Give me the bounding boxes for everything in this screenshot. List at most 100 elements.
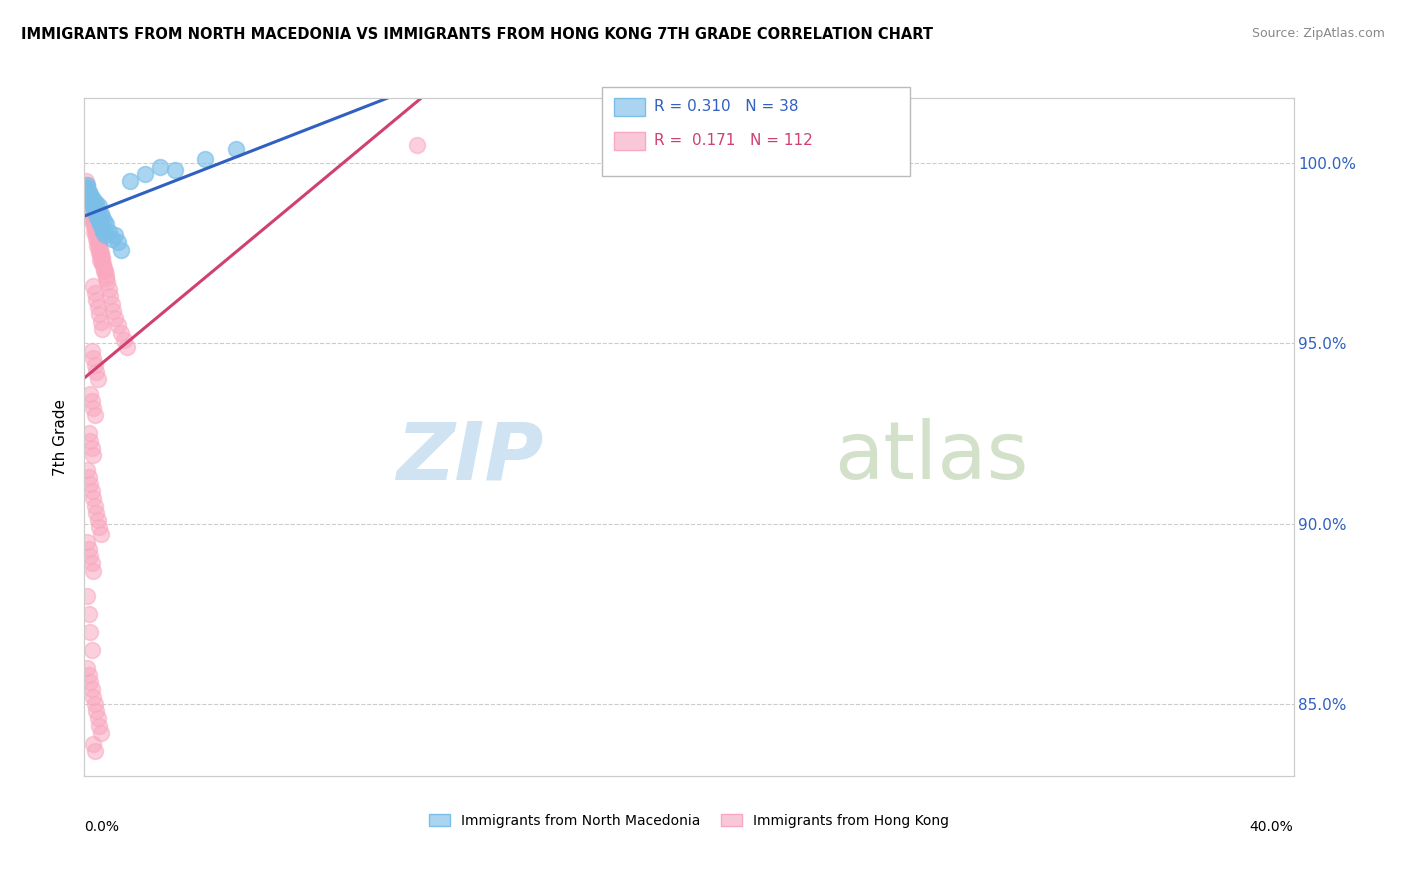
Point xyxy=(77,188,100,202)
Point xyxy=(84,217,107,231)
Point xyxy=(91,253,114,268)
Point xyxy=(89,520,111,534)
Point xyxy=(165,163,187,178)
Point xyxy=(76,589,98,603)
Point xyxy=(84,358,107,372)
Point xyxy=(90,206,112,220)
Point xyxy=(80,484,103,499)
Point xyxy=(115,340,138,354)
Point xyxy=(96,275,118,289)
Text: ZIP: ZIP xyxy=(396,418,544,497)
Point xyxy=(80,394,103,409)
Point xyxy=(84,744,107,758)
Point xyxy=(101,304,124,318)
Point xyxy=(91,210,114,224)
Point xyxy=(82,491,104,506)
Point xyxy=(89,718,111,732)
Point xyxy=(94,268,117,282)
Point xyxy=(104,228,127,243)
Point xyxy=(107,235,129,250)
Point xyxy=(89,253,111,268)
Point xyxy=(77,426,100,441)
Point xyxy=(90,250,112,264)
Point xyxy=(80,643,103,657)
Point xyxy=(77,192,100,206)
Point xyxy=(110,326,132,340)
Point xyxy=(76,534,98,549)
Point xyxy=(86,195,108,210)
Point xyxy=(77,607,100,621)
Point xyxy=(87,213,110,227)
Point xyxy=(87,300,110,314)
Point xyxy=(79,192,101,206)
Point xyxy=(82,401,104,416)
Point xyxy=(87,235,110,250)
Point xyxy=(77,185,100,199)
Point xyxy=(76,181,98,195)
Point xyxy=(86,228,108,243)
Point xyxy=(100,232,122,246)
Point xyxy=(76,661,98,675)
Point xyxy=(94,228,117,243)
Point xyxy=(82,210,104,224)
Point xyxy=(112,333,135,347)
Point xyxy=(87,246,110,260)
Point xyxy=(84,221,107,235)
Point xyxy=(90,527,112,541)
Point xyxy=(79,675,101,690)
Point xyxy=(83,225,105,239)
Point xyxy=(82,448,104,462)
Point xyxy=(79,477,101,491)
Point xyxy=(84,499,107,513)
Point xyxy=(91,257,114,271)
Point xyxy=(90,221,112,235)
Point xyxy=(82,199,104,213)
Text: 40.0%: 40.0% xyxy=(1250,820,1294,834)
Y-axis label: 7th Grade: 7th Grade xyxy=(53,399,69,475)
Legend: Immigrants from North Macedonia, Immigrants from Hong Kong: Immigrants from North Macedonia, Immigra… xyxy=(423,808,955,833)
Point xyxy=(80,192,103,206)
Point xyxy=(84,199,107,213)
Point xyxy=(118,174,141,188)
Point xyxy=(86,293,108,307)
Point xyxy=(76,178,98,192)
Point xyxy=(84,285,107,300)
Point xyxy=(75,181,97,195)
Point xyxy=(86,365,108,379)
Point xyxy=(98,289,121,303)
Point xyxy=(104,311,127,326)
Point xyxy=(80,682,103,697)
Point xyxy=(406,138,429,153)
Point xyxy=(93,264,115,278)
Point xyxy=(80,343,103,358)
Point xyxy=(82,192,104,206)
Point xyxy=(87,202,110,217)
Point xyxy=(89,239,111,253)
Point xyxy=(225,142,247,156)
Text: atlas: atlas xyxy=(834,418,1028,497)
Point xyxy=(94,217,117,231)
Point xyxy=(90,246,112,260)
Point xyxy=(194,153,217,167)
Point xyxy=(89,243,111,257)
Point xyxy=(97,225,120,239)
Point xyxy=(79,549,101,563)
Point xyxy=(80,210,103,224)
Point xyxy=(79,199,101,213)
Point xyxy=(87,232,110,246)
Point xyxy=(76,462,98,476)
Point xyxy=(79,188,101,202)
Point xyxy=(84,221,107,235)
Point xyxy=(87,711,110,725)
Point xyxy=(149,160,172,174)
Point xyxy=(79,386,101,401)
Point xyxy=(87,513,110,527)
Point xyxy=(82,278,104,293)
Point xyxy=(94,271,117,285)
Point xyxy=(76,181,98,195)
Point xyxy=(82,213,104,227)
Point xyxy=(77,195,100,210)
Point xyxy=(110,243,132,257)
Point xyxy=(89,243,111,257)
Point xyxy=(84,697,107,711)
